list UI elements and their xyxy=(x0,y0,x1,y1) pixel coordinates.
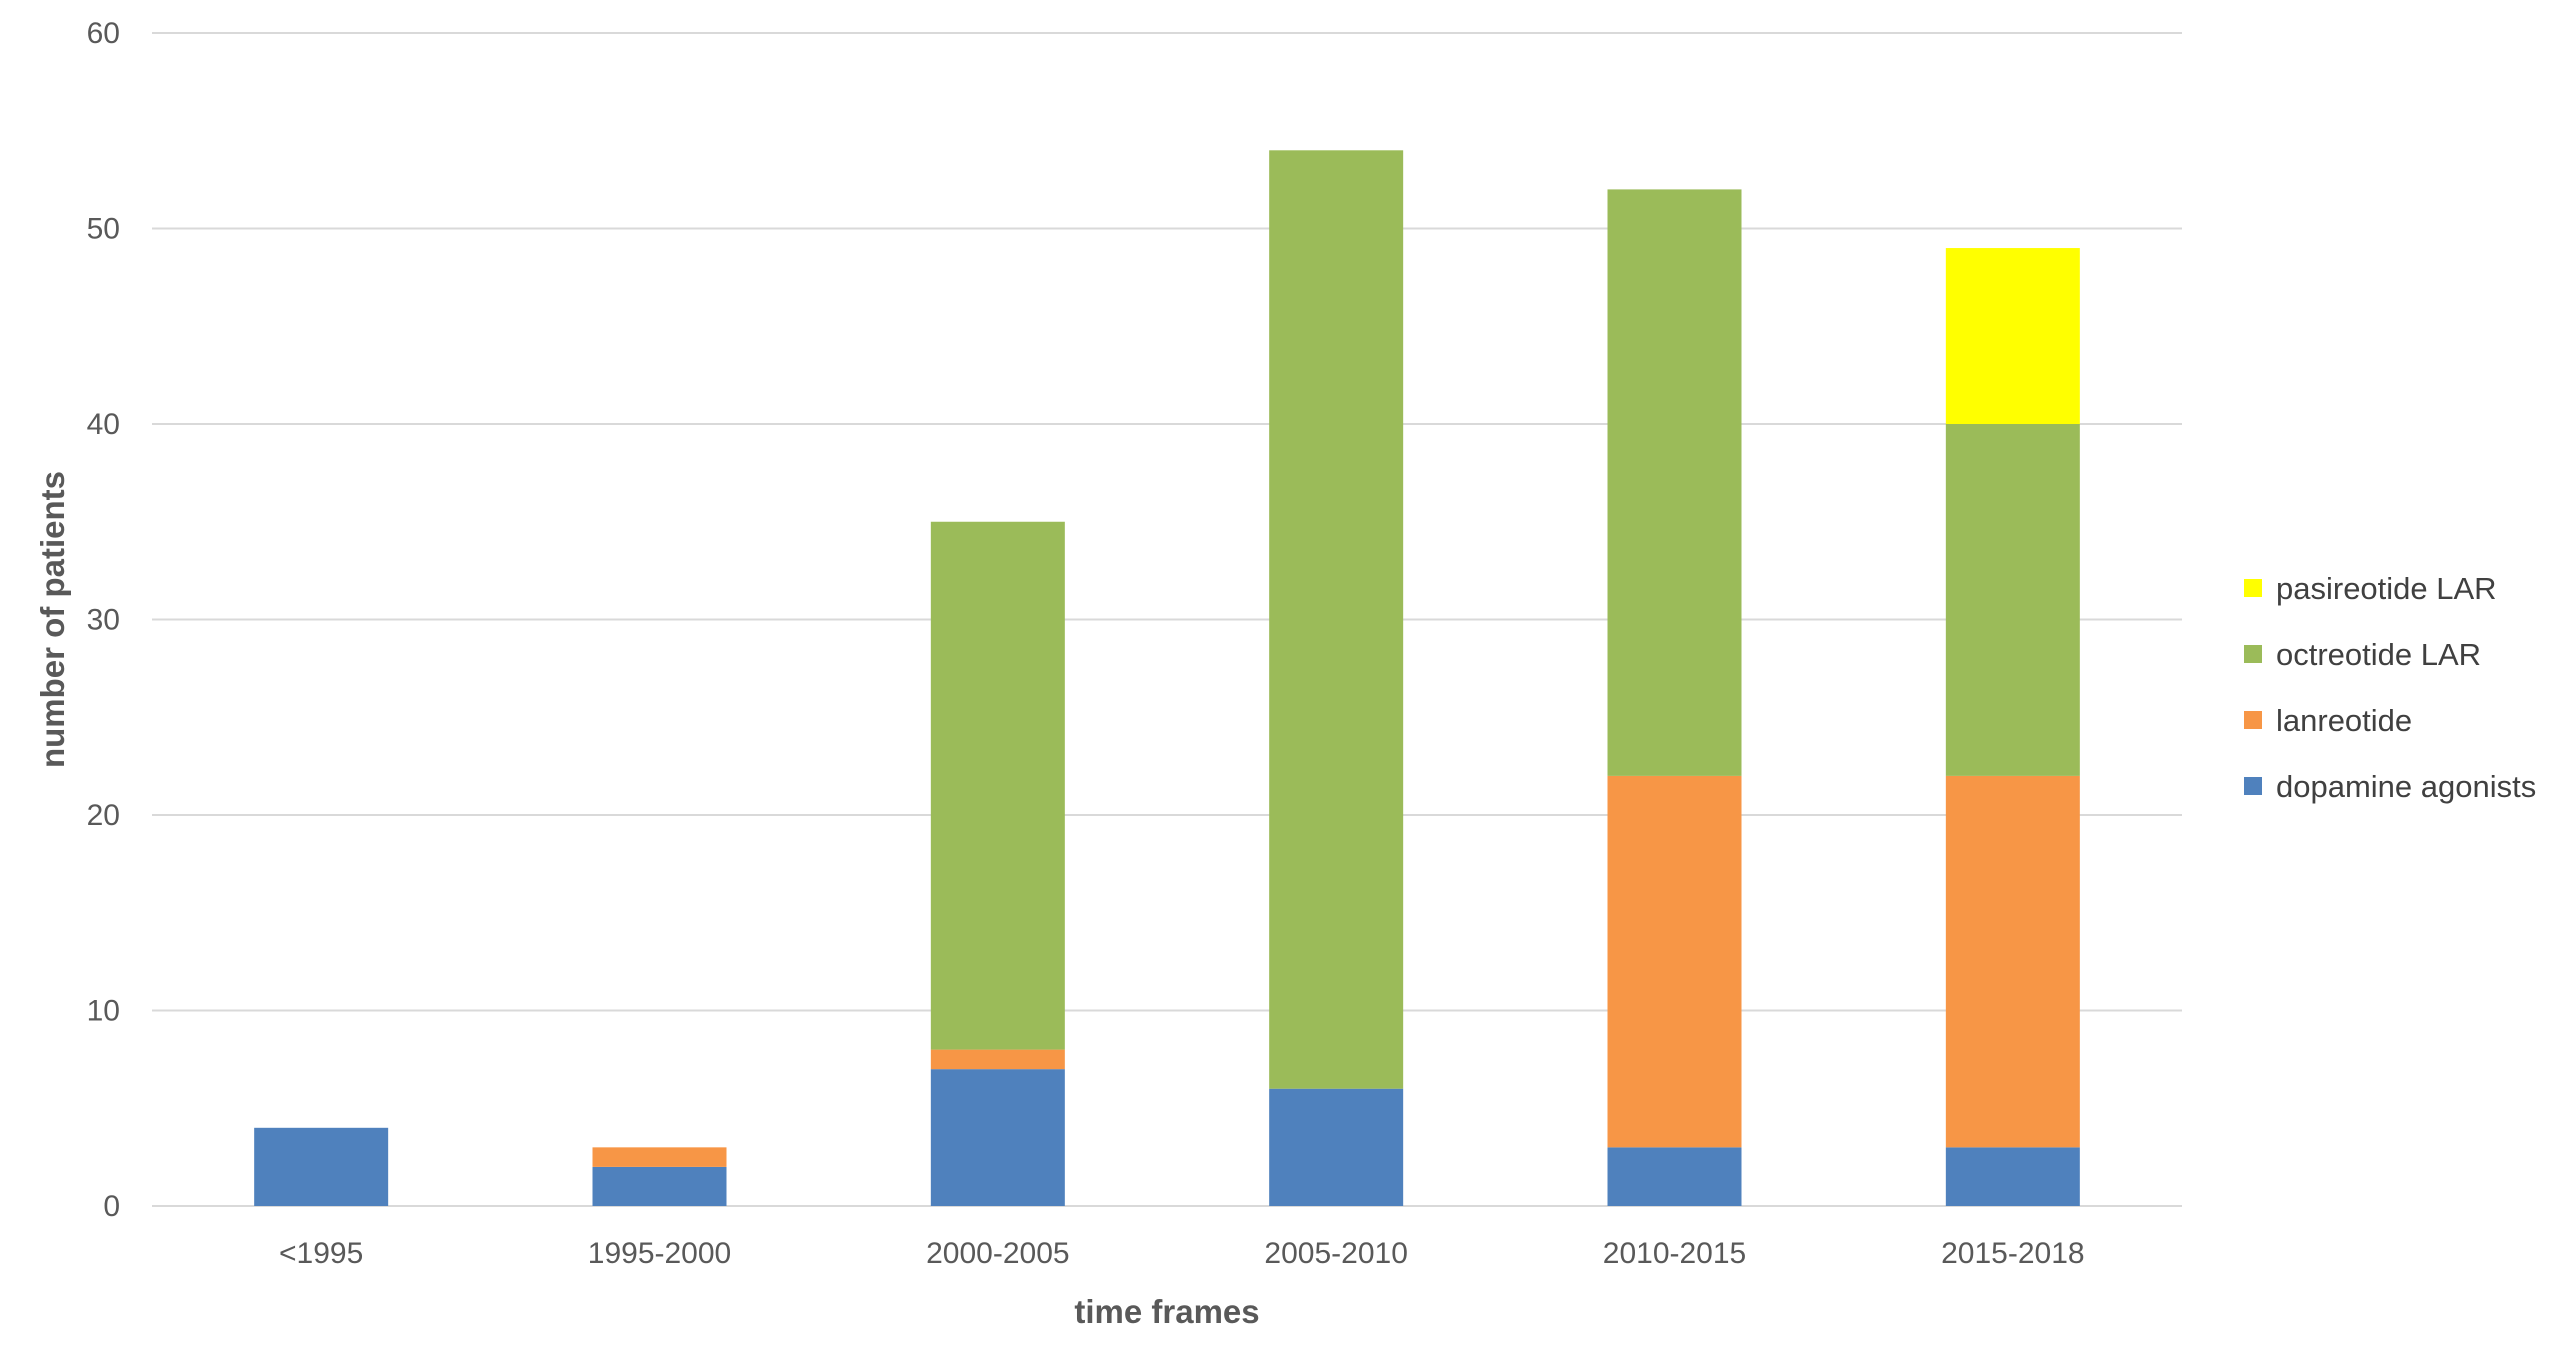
bar-segment xyxy=(930,1069,1065,1206)
x-tick-label: 2005-2010 xyxy=(1264,1237,1407,1270)
y-tick-label: 30 xyxy=(87,604,120,637)
y-tick-label: 20 xyxy=(87,799,120,832)
legend-label: dopamine agonists xyxy=(2276,769,2536,804)
bar-segment xyxy=(254,1127,389,1206)
legend-swatch xyxy=(2244,711,2262,729)
bar-segment xyxy=(1269,150,1404,1089)
legend-swatch xyxy=(2244,579,2262,597)
bar-segment xyxy=(1269,1088,1404,1206)
bar-segment xyxy=(1607,189,1742,776)
y-tick-label: 10 xyxy=(87,995,120,1028)
y-tick-label: 50 xyxy=(87,213,120,246)
x-tick-label: <1995 xyxy=(279,1237,363,1270)
x-tick-label: 2015-2018 xyxy=(1941,1237,2084,1270)
x-tick-label: 1995-2000 xyxy=(588,1237,731,1270)
bar-segment xyxy=(1945,1147,2080,1206)
legend: pasireotide LAR octreotide LAR lanreotide d… xyxy=(2244,571,2536,804)
bar-segment xyxy=(1607,775,1742,1148)
bar-segment xyxy=(930,1049,1065,1070)
y-tick-label: 0 xyxy=(103,1190,120,1223)
bar-segment xyxy=(1607,1147,1742,1206)
y-tick-label: 40 xyxy=(87,408,120,441)
y-tick-label: 60 xyxy=(87,17,120,50)
x-tick-labels: <1995 1995-2000 2000-2005 2005-2010 2010-201… xyxy=(279,1237,2085,1270)
bars xyxy=(254,150,2080,1206)
legend-swatch xyxy=(2244,777,2262,795)
bar-segment xyxy=(592,1147,727,1167)
gridlines xyxy=(152,32,2182,1207)
bar-segment xyxy=(592,1166,727,1206)
x-tick-label: 2000-2005 xyxy=(926,1237,1069,1270)
bar-segment xyxy=(1945,248,2080,424)
bar-segment xyxy=(930,521,1065,1050)
legend-label: lanreotide xyxy=(2276,703,2412,738)
legend-label: pasireotide LAR xyxy=(2276,571,2497,606)
y-tick-labels: 0 10 20 30 40 50 60 xyxy=(87,17,120,1223)
legend-swatch xyxy=(2244,645,2262,663)
bar-segment xyxy=(1945,424,2080,776)
y-axis-title: number of patients xyxy=(34,471,71,768)
legend-label: octreotide LAR xyxy=(2276,637,2481,672)
x-axis-title: time frames xyxy=(1074,1293,1259,1330)
x-tick-label: 2010-2015 xyxy=(1603,1237,1746,1270)
bar-segment xyxy=(1945,775,2080,1148)
